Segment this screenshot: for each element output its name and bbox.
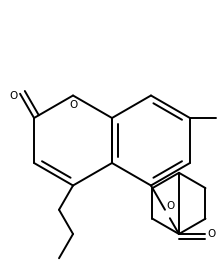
Text: O: O <box>167 201 175 211</box>
Text: O: O <box>208 229 216 239</box>
Text: O: O <box>69 100 77 110</box>
Text: O: O <box>9 91 17 101</box>
